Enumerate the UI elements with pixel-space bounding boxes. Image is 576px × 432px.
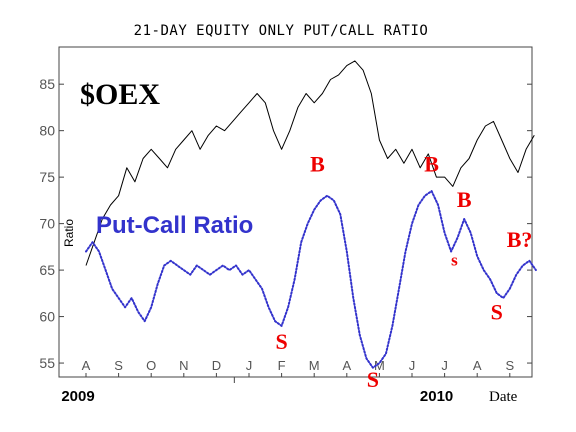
x-tick-label: J <box>409 358 416 373</box>
x-tick-label: O <box>146 358 156 373</box>
buy-signal-label: B <box>424 152 439 177</box>
oex-series-line <box>85 60 535 266</box>
y-axis-label: Ratio <box>62 219 76 247</box>
y-tick-label: 55 <box>39 355 55 371</box>
buy-signal-label: B? <box>507 227 533 252</box>
sell-signal-label: s <box>451 250 458 269</box>
buy-signal-label: B <box>310 152 325 177</box>
sell-signal-label: S <box>491 299 503 324</box>
year-label: 2010 <box>420 388 453 405</box>
put-call-ratio-series-line <box>85 190 537 369</box>
x-tick-label: M <box>309 358 320 373</box>
sell-signal-label: S <box>275 329 287 354</box>
buy-signal-label: B <box>457 187 472 212</box>
put-call-ratio-series-label: Put-Call Ratio <box>96 212 253 239</box>
y-axis: 55 60 65 70 75 80 85 <box>39 76 532 371</box>
x-tick-label: N <box>179 358 188 373</box>
y-tick-label: 75 <box>39 169 55 185</box>
oex-series-label: $OEX <box>80 78 160 111</box>
x-tick-label: A <box>473 358 482 373</box>
x-tick-label: M <box>374 358 385 373</box>
y-tick-label: 60 <box>39 309 55 325</box>
x-axis-label: Date <box>489 389 518 405</box>
y-tick-label: 70 <box>39 216 55 232</box>
x-tick-label: F <box>278 358 286 373</box>
x-tick-label: J <box>441 358 448 373</box>
y-tick-label: 80 <box>39 123 55 139</box>
x-tick-label: S <box>114 358 123 373</box>
x-tick-label: A <box>342 358 351 373</box>
series-layer <box>85 60 537 369</box>
x-tick-label: J <box>246 358 253 373</box>
plot-frame <box>58 46 533 378</box>
chart-title: 21-DAY EQUITY ONLY PUT/CALL RATIO <box>134 23 429 39</box>
sell-signal-label: S <box>367 367 379 392</box>
year-label: 2009 <box>61 388 94 405</box>
x-tick-label: D <box>212 358 221 373</box>
x-tick-label: A <box>82 358 91 373</box>
y-tick-label: 85 <box>39 76 55 92</box>
x-tick-label: S <box>505 358 514 373</box>
x-axis: A S O N D J F M A M J J A S 2009 2010 <box>61 358 514 405</box>
y-tick-label: 65 <box>39 262 55 278</box>
